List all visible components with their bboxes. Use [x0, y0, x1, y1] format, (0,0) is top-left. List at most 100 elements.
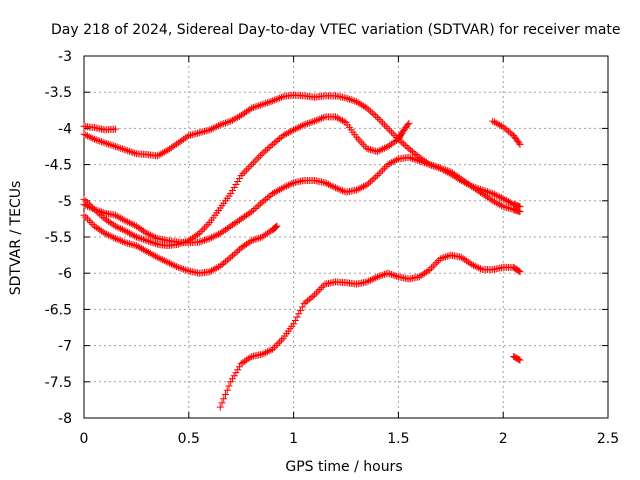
data-point — [359, 141, 367, 149]
data-point — [148, 232, 156, 240]
data-point — [373, 273, 381, 281]
data-point — [120, 216, 128, 224]
data-point — [201, 236, 209, 244]
data-point — [380, 270, 388, 278]
data-point — [476, 265, 484, 273]
data-point — [89, 220, 97, 228]
data-point — [228, 252, 236, 260]
data-point — [309, 118, 317, 126]
data-point — [288, 180, 296, 188]
data-point — [111, 234, 119, 242]
data-point — [249, 159, 257, 167]
data-point — [199, 237, 207, 245]
data-point — [497, 202, 505, 210]
data-point — [436, 164, 444, 172]
y-tick-label: -6 — [58, 266, 72, 282]
data-point — [490, 190, 498, 198]
data-point — [225, 255, 233, 263]
data-point — [470, 261, 478, 269]
data-point — [159, 256, 167, 264]
data-point — [398, 138, 406, 146]
data-point — [375, 115, 383, 123]
data-point — [132, 233, 140, 241]
data-point — [304, 120, 312, 128]
data-point — [201, 224, 209, 232]
data-point — [199, 226, 207, 234]
data-point — [330, 183, 338, 191]
data-point — [111, 222, 119, 230]
data-point — [208, 125, 216, 133]
data-point — [373, 171, 381, 179]
data-point — [276, 94, 284, 102]
data-point — [249, 206, 257, 214]
data-point — [404, 121, 412, 129]
data-point — [354, 185, 362, 193]
data-point — [209, 233, 217, 241]
data-point — [253, 235, 261, 243]
data-point — [118, 145, 126, 153]
data-point — [499, 123, 507, 131]
data-point — [152, 234, 160, 242]
y-tick-label: -7 — [58, 339, 72, 355]
data-point — [263, 145, 271, 153]
data-point — [176, 264, 184, 272]
data-point — [393, 156, 401, 164]
data-point — [270, 96, 278, 104]
data-point — [473, 263, 481, 271]
data-point — [152, 240, 160, 248]
y-tick-label: -3.5 — [45, 85, 72, 101]
data-point — [206, 234, 214, 242]
data-point — [428, 161, 436, 169]
data-point — [89, 205, 97, 213]
data-point — [129, 220, 137, 228]
data-point — [271, 223, 279, 231]
data-point — [92, 136, 100, 144]
data-point — [122, 146, 130, 154]
data-point — [316, 285, 324, 293]
y-axis: -8 -7.5 -7 -6.5 -6 -5.5 -5 -4.5 -4 -3.5 -3 — [45, 49, 608, 427]
data-point — [288, 127, 296, 135]
data-point — [401, 142, 409, 150]
data-point — [146, 231, 154, 239]
data-point — [433, 163, 441, 171]
data-point — [277, 93, 285, 101]
data-point — [291, 317, 299, 325]
data-point — [246, 105, 254, 113]
data-point — [359, 183, 367, 191]
data-point — [111, 125, 119, 133]
data-point — [487, 189, 495, 197]
data-point — [85, 217, 93, 225]
data-point — [382, 123, 390, 131]
data-point — [272, 95, 280, 103]
data-point — [253, 155, 261, 163]
data-point — [389, 130, 397, 138]
data-point — [293, 313, 301, 321]
data-point — [281, 183, 289, 191]
data-point — [183, 266, 191, 274]
data-point — [104, 231, 112, 239]
data-point — [150, 233, 158, 241]
data-point — [408, 148, 416, 156]
data-point — [400, 140, 408, 148]
data-point — [311, 291, 319, 299]
data-point — [405, 145, 413, 153]
data-point — [260, 197, 268, 205]
data-point — [316, 115, 324, 123]
data-point — [122, 217, 130, 225]
data-point — [141, 236, 149, 244]
data-point — [97, 138, 105, 146]
data-point — [312, 116, 320, 124]
data-point — [85, 133, 93, 141]
data-point — [272, 223, 280, 231]
data-point — [138, 235, 146, 243]
data-point — [291, 125, 299, 133]
data-point — [485, 188, 493, 196]
data-point — [270, 343, 278, 351]
data-point — [415, 157, 423, 165]
data-point — [431, 260, 439, 268]
data-point — [380, 121, 388, 129]
data-point — [228, 375, 236, 383]
data-point — [239, 170, 247, 178]
data-point — [124, 147, 132, 155]
data-point — [380, 164, 388, 172]
